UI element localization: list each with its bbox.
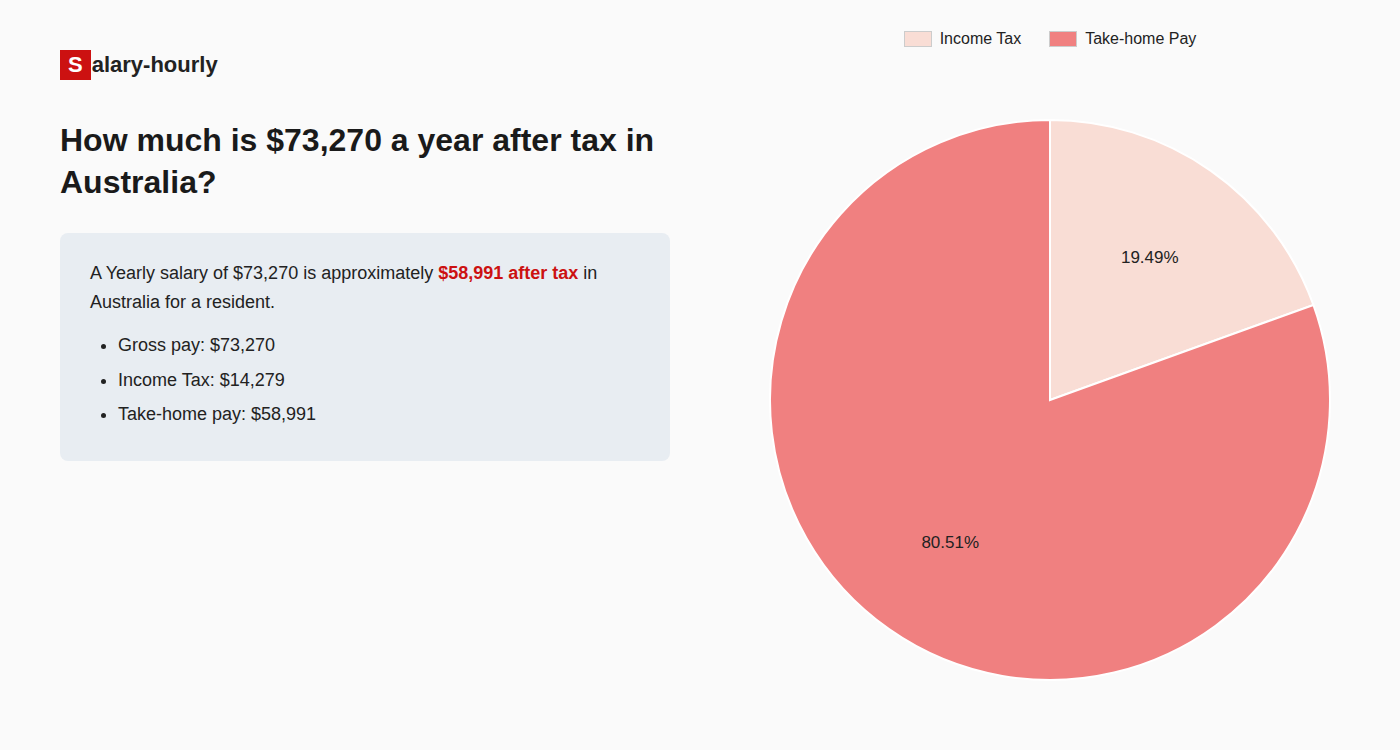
page: Salary-hourly How much is $73,270 a year … xyxy=(0,0,1400,750)
logo: Salary-hourly xyxy=(60,50,670,80)
legend: Income Tax Take-home Pay xyxy=(700,30,1400,48)
bullet-item: Income Tax: $14,279 xyxy=(118,366,640,395)
data-labels: 19.49% 80.51% xyxy=(921,248,1178,551)
legend-label: Income Tax xyxy=(940,30,1022,48)
title: How much is $73,270 a year after tax in … xyxy=(60,120,670,203)
logo-text: alary-hourly xyxy=(92,52,218,78)
data-label: 80.51% xyxy=(921,533,979,552)
info-text: A Yearly salary of $73,270 is approximat… xyxy=(90,259,640,317)
legend-item: Income Tax xyxy=(904,30,1022,48)
logo-mark: S xyxy=(60,50,91,80)
highlight: $58,991 after tax xyxy=(438,263,578,283)
slices xyxy=(770,120,1330,680)
bullet-list: Gross pay: $73,270 Income Tax: $14,279 Tak… xyxy=(90,331,640,429)
legend-swatch xyxy=(904,31,932,47)
text-panel: Salary-hourly How much is $73,270 a year … xyxy=(0,0,700,750)
bullet-item: Take-home pay: $58,991 xyxy=(118,400,640,429)
pie-slice xyxy=(770,120,1330,680)
info-text-part: Australia for a resident. xyxy=(90,292,275,312)
info-text-part: A Yearly salary of $73,270 is approximat… xyxy=(90,263,438,283)
info-box: A Yearly salary of $73,270 is approximat… xyxy=(60,233,670,461)
info-text-part: in xyxy=(578,263,597,283)
data-label: 19.49% xyxy=(1121,248,1179,267)
legend-swatch xyxy=(1049,31,1077,47)
legend-label: Take-home Pay xyxy=(1085,30,1196,48)
legend-item: Take-home Pay xyxy=(1049,30,1196,48)
chart-panel: Income Tax Take-home Pay 19.49% 80.51% xyxy=(700,0,1400,750)
bullet-item: Gross pay: $73,270 xyxy=(118,331,640,360)
pie-chart: 19.49% 80.51% xyxy=(700,70,1400,730)
